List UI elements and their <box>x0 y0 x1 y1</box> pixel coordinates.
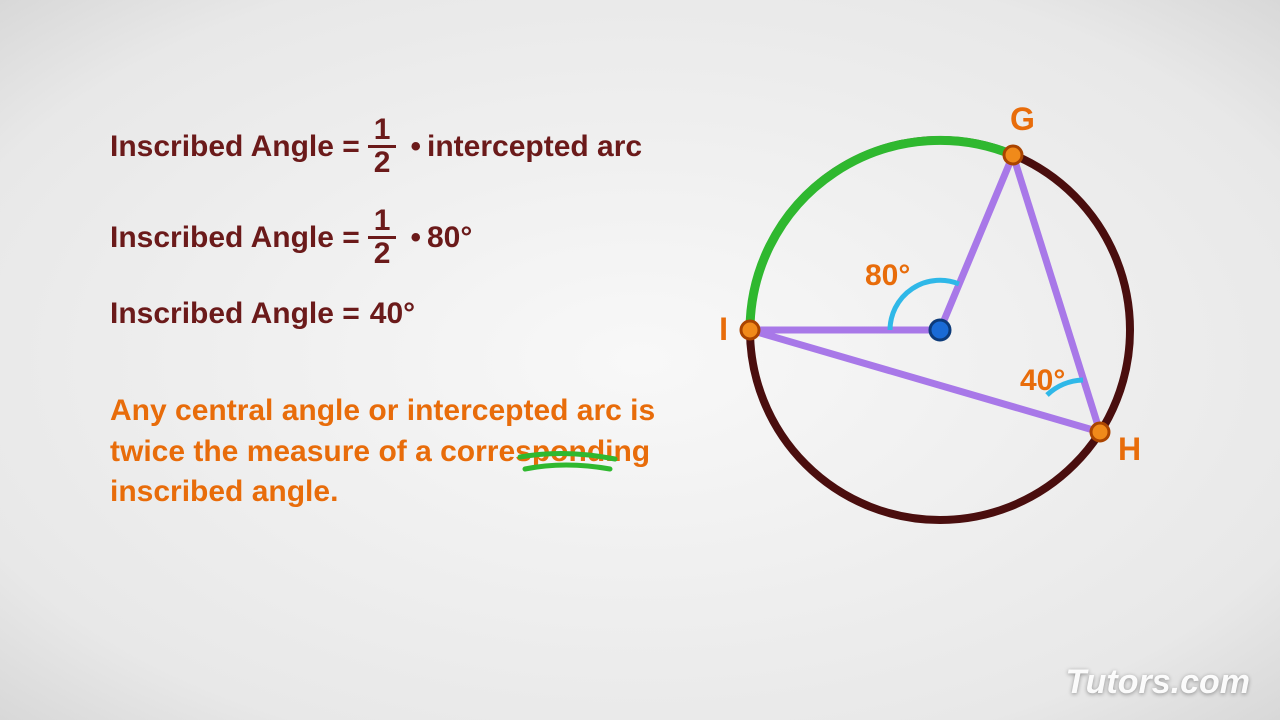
eq2-lhs: Inscribed Angle = <box>110 221 360 255</box>
arc-gi <box>750 140 1013 330</box>
underline-icon <box>515 447 625 477</box>
equation-line-1: Inscribed Angle = 1 2 • intercepted arc <box>110 115 690 178</box>
watermark: Tutors.com <box>1065 663 1250 702</box>
eq2-den: 2 <box>368 239 397 269</box>
eq3-rhs: 40° <box>370 297 415 331</box>
eq1-rhs: intercepted arc <box>427 130 642 164</box>
angle-label-40: 40° <box>1020 364 1065 397</box>
eq1-den: 2 <box>368 148 397 178</box>
dot-icon: • <box>410 221 421 255</box>
radius-cg <box>940 155 1013 330</box>
circle-diagram: G H I 80° 40° <box>720 100 1180 580</box>
eq2-num: 1 <box>368 206 397 239</box>
label-g: G <box>1010 101 1035 137</box>
point-h <box>1091 423 1109 441</box>
eq2-rhs: 80° <box>427 221 472 255</box>
eq3-lhs: Inscribed Angle = <box>110 297 360 331</box>
eq1-fraction: 1 2 <box>368 115 397 178</box>
angle-label-80: 80° <box>865 259 910 292</box>
eq1-num: 1 <box>368 115 397 148</box>
eq2-fraction: 1 2 <box>368 206 397 269</box>
center-point <box>930 320 950 340</box>
point-i <box>741 321 759 339</box>
point-g <box>1004 146 1022 164</box>
equation-line-2: Inscribed Angle = 1 2 • 80° <box>110 206 690 269</box>
label-i: I <box>720 311 728 347</box>
label-h: H <box>1118 431 1141 467</box>
eq1-lhs: Inscribed Angle = <box>110 130 360 164</box>
equation-line-3: Inscribed Angle = 40° <box>110 297 690 331</box>
dot-icon: • <box>410 130 421 164</box>
equations-block: Inscribed Angle = 1 2 • intercepted arc … <box>110 115 690 513</box>
